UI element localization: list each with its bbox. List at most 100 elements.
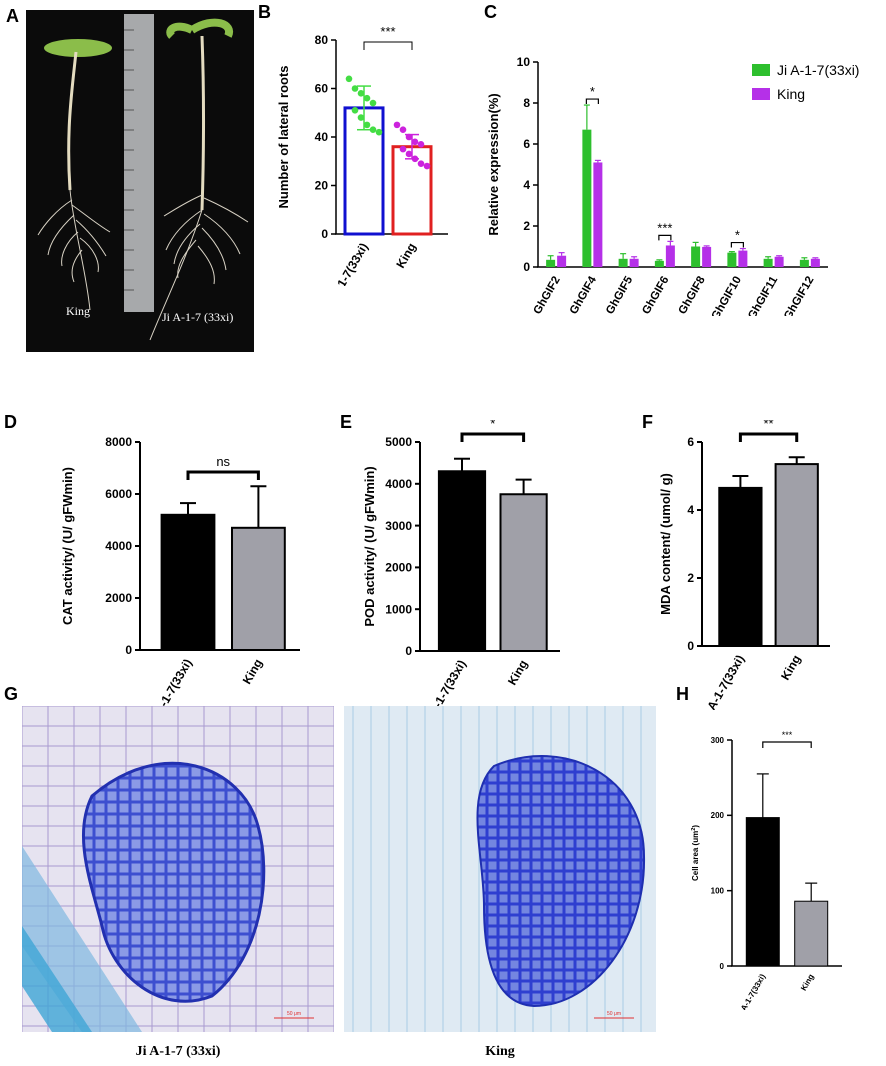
- panel-letter-h: H: [676, 684, 689, 704]
- data-point: [369, 126, 377, 134]
- y-tick-label: 6000: [105, 487, 132, 501]
- x-tick-label: King: [240, 657, 265, 687]
- x-tick-label: Ji A-1-7(33xi): [322, 240, 371, 286]
- significance-label: **: [763, 420, 773, 431]
- data-point: [363, 94, 371, 102]
- x-tick-label: Ji A-1-7(33xi): [698, 652, 747, 710]
- micrograph-king-illustration: 50 μm: [344, 706, 656, 1032]
- panel-letter-c: C: [484, 2, 497, 22]
- chart-e: 0 1000 2000 3000 4000 5000 POD activity/ (U/ g…: [362, 420, 560, 710]
- data-point: [345, 75, 353, 83]
- data-point: [405, 133, 413, 141]
- y-tick-label: 0: [523, 260, 530, 274]
- scale-bar-label-left: 50 μm: [287, 1011, 301, 1017]
- chart-h: 0 100 200 300 Cell area (um2) *** Ji A-1-7(33x…: [691, 730, 842, 1010]
- data-point: [369, 99, 377, 107]
- data-point: [417, 160, 425, 167]
- y-tick-label: 0: [720, 962, 725, 971]
- chart-e-axes: 0 1000 2000 3000 4000 5000 POD activity/ (U/ g…: [362, 435, 560, 658]
- y-axis-label: POD activity/ (U/ gFWmin): [362, 466, 377, 626]
- significance-bracket: [460, 432, 526, 442]
- significance-label: *: [490, 420, 495, 431]
- bar: [794, 900, 829, 967]
- data-point: [423, 162, 431, 170]
- significance-bracket: [363, 41, 413, 50]
- y-axis-label-text: Cell area (um: [691, 831, 700, 881]
- y-axis-label-text: CAT activity/ (U/ gFWmin): [60, 467, 75, 625]
- x-tick-label: GhGIF8: [677, 274, 708, 316]
- x-tick-label: GhGIF11: [746, 274, 780, 316]
- legend-swatch: [752, 64, 770, 76]
- significance-label: ***: [380, 24, 395, 39]
- y-axis-label: CAT activity/ (U/ gFWmin): [60, 467, 75, 625]
- data-point: [363, 121, 371, 129]
- ji-cotyledon: [166, 18, 233, 39]
- y-tick-label: 2: [687, 571, 694, 585]
- y-axis-label-end: ): [691, 825, 700, 828]
- micrograph-ji: 50 μm: [22, 706, 334, 1032]
- y-tick-label: 200: [711, 811, 725, 820]
- significance-label: *: [590, 84, 595, 99]
- bar: [763, 258, 773, 267]
- chart-d: 0 2000 4000 6000 8000 CAT activity/ (U/ gFWmi…: [60, 435, 300, 720]
- bar: [810, 258, 820, 267]
- y-axis-label-text: POD activity/ (U/ gFWmin): [362, 466, 377, 626]
- y-tick-label: 2: [523, 219, 530, 233]
- x-tick-label: GhGIF12: [782, 275, 816, 317]
- seedling-photo: King Ji A-1-7 (33xi): [26, 10, 254, 352]
- panel-letter-e: E: [340, 412, 353, 432]
- y-axis-label: Cell area (um2): [691, 825, 700, 881]
- ji-stem: [200, 35, 205, 211]
- significance-label: ***: [782, 730, 793, 740]
- seedling-illustration: [37, 14, 249, 341]
- y-tick-label: 4: [523, 178, 530, 192]
- y-axis-label-text: MDA content/ (umol/ g): [658, 473, 673, 615]
- x-tick-label: Ji A-1-7(33xi): [735, 972, 768, 1010]
- y-axis-label: MDA content/ (umol/ g): [658, 473, 673, 615]
- legend-label: King: [777, 86, 805, 102]
- y-axis-label: Relative expression(%): [486, 93, 501, 235]
- king-cotyledon: [44, 39, 112, 57]
- bar: [593, 162, 603, 267]
- data-point: [357, 90, 365, 97]
- king-roots: [37, 189, 111, 311]
- x-tick-label: GhGIF5: [604, 274, 635, 316]
- bar: [738, 250, 748, 267]
- x-tick-label: King: [778, 653, 803, 683]
- y-tick-label: 3000: [385, 519, 412, 533]
- x-tick-label: GhGIF2: [532, 275, 563, 317]
- y-axis-label-text: Relative expression(%): [486, 93, 501, 235]
- y-axis-label-text: Number of lateral roots: [276, 65, 291, 208]
- y-tick-label: 80: [315, 33, 329, 47]
- y-tick-label: 6: [687, 435, 694, 449]
- bar: [665, 245, 675, 267]
- micrograph-ji-illustration: 50 μm: [22, 706, 334, 1032]
- chart-d-axes: 0 2000 4000 6000 8000 CAT activity/ (U/ gFWmi…: [60, 435, 300, 657]
- panel-letter-b: B: [258, 2, 271, 22]
- ruler: [124, 14, 154, 312]
- y-tick-label: 100: [711, 886, 725, 895]
- bar: [799, 259, 809, 267]
- y-tick-label: 4: [687, 503, 694, 517]
- y-tick-label: 40: [315, 130, 329, 144]
- data-point: [411, 155, 419, 163]
- panel-letter-f: F: [642, 412, 653, 432]
- y-tick-label: 4000: [105, 539, 132, 553]
- bar: [654, 260, 664, 267]
- y-tick-label: 5000: [385, 435, 412, 449]
- x-tick-label: King: [505, 658, 530, 688]
- significance-bracket: [762, 741, 812, 748]
- data-point: [399, 126, 407, 134]
- bar: [691, 246, 701, 267]
- x-tick-label: GhGIF4: [568, 274, 599, 316]
- y-tick-label: 10: [517, 55, 531, 69]
- data-point: [351, 107, 359, 114]
- legend-label: Ji A-1-7(33xi): [777, 62, 859, 78]
- ji-roots: [149, 194, 249, 341]
- chart-b: 0 20 40 60 80 Number of lateral roots *** Ji A-…: [276, 24, 448, 286]
- y-tick-label: 2000: [385, 561, 412, 575]
- bar: [718, 486, 763, 648]
- panel-letter-d: D: [4, 412, 17, 432]
- micrograph-caption-ji: Ji A-1-7 (33xi): [135, 1044, 221, 1059]
